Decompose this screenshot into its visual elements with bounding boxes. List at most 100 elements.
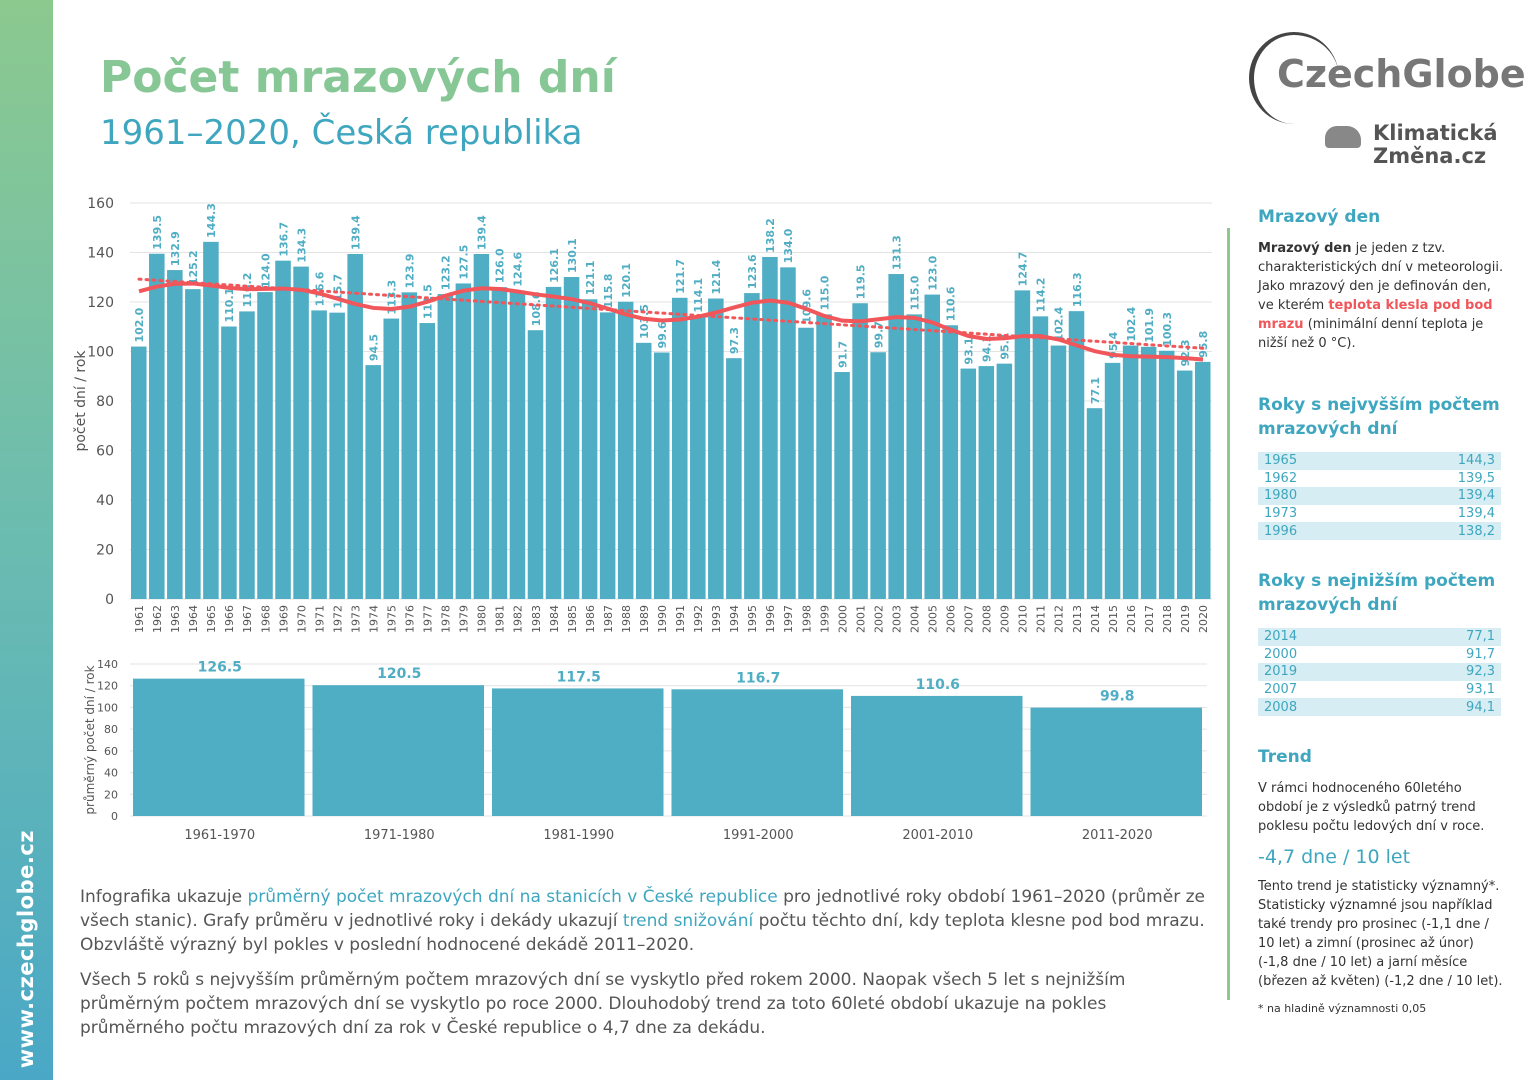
x-tick-label: 2001 xyxy=(854,605,867,633)
data-label: 132.9 xyxy=(169,231,182,266)
data-label: 110.1 xyxy=(223,288,236,323)
bar xyxy=(311,310,327,599)
top-years-section: Roky s nejvyšším počtem mrazových dní 19… xyxy=(1258,393,1504,540)
y-tick-label: 80 xyxy=(96,394,114,410)
x-tick-label: 2017 xyxy=(1143,605,1156,633)
bar xyxy=(672,297,688,599)
x-tick-label: 2006 xyxy=(945,605,958,633)
bar xyxy=(239,311,255,599)
data-label: 115.0 xyxy=(818,275,831,310)
trend-significance: Tento trend je statisticky významný*. St… xyxy=(1258,879,1503,989)
bar xyxy=(834,372,850,599)
trend-text: V rámci hodnoceného 60letého období je z… xyxy=(1258,781,1485,834)
bar xyxy=(131,346,147,599)
value: 139,4 xyxy=(1457,488,1495,504)
x-tick-label: 2009 xyxy=(999,605,1012,633)
data-label: 134.0 xyxy=(782,228,795,263)
bar xyxy=(978,366,995,599)
low-year-row: 2007 93,1 xyxy=(1258,681,1501,699)
x-tick-label: 1975 xyxy=(385,605,398,633)
bar xyxy=(185,289,201,599)
logo-brand: CzechGlobe xyxy=(1277,52,1526,96)
trend-heading: Trend xyxy=(1258,747,1312,767)
x-tick-label: 1978 xyxy=(440,605,453,633)
bar xyxy=(149,253,165,600)
data-label: 139.5 xyxy=(151,215,164,250)
decade-bar xyxy=(312,685,484,816)
decade-data-label: 120.5 xyxy=(377,666,421,682)
x-tick-label: 2012 xyxy=(1053,605,1066,633)
x-tick-label: 1984 xyxy=(548,605,561,633)
year: 1980 xyxy=(1264,488,1298,504)
data-label: 130.1 xyxy=(566,238,579,273)
data-label: 77.1 xyxy=(1089,377,1102,404)
low-year-row: 2019 92,3 xyxy=(1258,663,1501,681)
x-tick-label: 2011 xyxy=(1035,605,1048,633)
czechglobe-logo: CzechGlobe Klimatická Změna.cz xyxy=(1245,30,1526,170)
definition-text: je jeden z tzv. charakteristických dní v… xyxy=(1258,241,1504,313)
year: 1996 xyxy=(1264,523,1298,539)
x-tick-label: 2011-2020 xyxy=(1082,828,1153,843)
x-tick-label: 2001-2010 xyxy=(902,828,973,843)
decade-data-label: 116.7 xyxy=(736,670,780,686)
top-years-heading: Roky s nejvyšším počtem mrazových dní xyxy=(1258,395,1500,439)
x-tick-label: 1990 xyxy=(656,605,669,633)
decade-data-label: 99.8 xyxy=(1100,689,1135,705)
data-label: 115.0 xyxy=(908,275,921,310)
data-label: 126.1 xyxy=(548,248,561,283)
value: 144,3 xyxy=(1457,453,1495,469)
bar xyxy=(455,283,472,599)
top-years-table: 1965 144,3 1962 139,5 1980 139,4 1973 139,4 1996… xyxy=(1258,452,1501,540)
bar xyxy=(1086,408,1103,599)
year: 2019 xyxy=(1264,664,1298,680)
y-tick-label: 0 xyxy=(111,810,118,823)
bar xyxy=(599,312,616,599)
data-label: 139.4 xyxy=(349,215,362,250)
bar xyxy=(924,294,940,599)
definition-term: Mrazový den xyxy=(1258,241,1352,256)
x-tick-label: 1993 xyxy=(710,605,723,633)
bar xyxy=(1122,345,1139,599)
bar xyxy=(1194,361,1211,599)
data-label: 93.1 xyxy=(963,337,976,364)
x-tick-label: 1964 xyxy=(187,605,200,633)
data-label: 116.6 xyxy=(313,271,326,306)
data-label: 121.7 xyxy=(674,259,687,294)
data-label: 124.0 xyxy=(259,253,272,288)
x-tick-label: 2004 xyxy=(908,605,921,633)
page-title: Počet mrazových dní xyxy=(100,52,616,103)
y-tick-label: 60 xyxy=(104,745,118,758)
data-label: 124.6 xyxy=(512,251,525,286)
bar xyxy=(870,352,886,599)
x-tick-label: 2016 xyxy=(1125,605,1138,633)
data-label: 102.4 xyxy=(1053,306,1066,341)
x-tick-label: 2002 xyxy=(872,605,885,633)
cloud-icon xyxy=(1325,126,1361,148)
bar xyxy=(329,312,345,599)
side-strip: www.czechglobe.cz xyxy=(0,0,53,1080)
decade-data-label: 126.5 xyxy=(198,660,242,676)
data-label: 134.3 xyxy=(295,228,308,263)
data-label: 144.3 xyxy=(205,203,218,238)
x-tick-label: 2008 xyxy=(981,605,994,633)
data-label: 119.5 xyxy=(854,264,867,299)
x-tick-label: 1980 xyxy=(476,605,489,633)
x-tick-label: 1979 xyxy=(458,605,471,633)
bar xyxy=(942,325,959,599)
bar xyxy=(473,253,490,600)
website-link[interactable]: www.czechglobe.cz xyxy=(14,829,38,1068)
data-label: 103.5 xyxy=(638,304,651,339)
data-label: 110.6 xyxy=(945,286,958,321)
x-tick-label: 1977 xyxy=(422,605,435,633)
x-tick-label: 2014 xyxy=(1089,605,1102,633)
value: 93,1 xyxy=(1466,682,1495,698)
data-label: 123.6 xyxy=(746,254,759,289)
top-year-row: 1962 139,5 xyxy=(1258,470,1501,488)
x-tick-label: 1986 xyxy=(584,605,597,633)
x-tick-label: 2015 xyxy=(1107,605,1120,633)
decade-bar xyxy=(133,678,305,816)
trend-section: Trend V rámci hodnoceného 60letého obdob… xyxy=(1258,745,1504,1018)
bar xyxy=(1068,311,1085,599)
bar xyxy=(744,293,760,599)
